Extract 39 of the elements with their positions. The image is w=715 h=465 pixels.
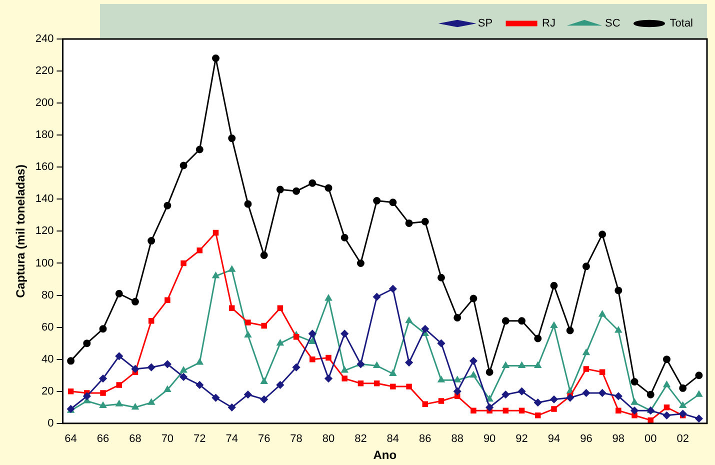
x-tick-label: 84 (386, 433, 400, 446)
x-tick-label: 78 (290, 433, 302, 446)
x-tick-label: 98 (612, 433, 625, 446)
y-tick-label: 120 (35, 225, 54, 238)
x-tick-label: 80 (322, 433, 335, 446)
y-tick-label: 220 (35, 65, 54, 78)
x-tick-label: 82 (354, 433, 367, 446)
y-axis-title: Captura (mil toneladas) (14, 164, 28, 298)
x-tick-label: 92 (516, 433, 528, 446)
x-tick-label: 94 (548, 433, 560, 446)
y-tick-label: 100 (35, 257, 54, 270)
legend-label: SC (604, 18, 620, 30)
x-tick-label: 70 (161, 433, 174, 446)
x-tick-label: 68 (129, 433, 142, 446)
legend-label: RJ (542, 18, 556, 30)
legend-label: SP (478, 18, 493, 30)
x-tick-label: 96 (580, 433, 592, 446)
x-tick-label: 90 (483, 433, 496, 446)
y-tick-label: 80 (42, 289, 54, 302)
y-tick-label: 60 (42, 321, 54, 334)
x-tick-label: 66 (96, 433, 110, 446)
x-tick-label: 88 (451, 433, 464, 446)
y-tick-label: 0 (48, 417, 54, 430)
y-tick-label: 140 (35, 193, 54, 206)
y-tick-label: 180 (35, 129, 54, 142)
x-axis-title: Ano (373, 448, 397, 462)
x-tick-label: 72 (194, 433, 206, 446)
x-tick-label: 02 (676, 433, 689, 446)
x-tick-label: 64 (64, 433, 77, 446)
y-tick-label: 40 (42, 353, 54, 366)
x-tick-label: 00 (644, 433, 657, 446)
y-tick-label: 240 (35, 33, 54, 46)
x-tick-label: 74 (226, 433, 238, 446)
legend-label: Total (670, 18, 694, 30)
y-tick-label: 20 (42, 385, 54, 398)
x-tick-label: 86 (419, 433, 432, 446)
y-tick-label: 200 (35, 97, 54, 110)
x-tick-label: 76 (258, 433, 270, 446)
y-tick-label: 160 (35, 161, 54, 174)
